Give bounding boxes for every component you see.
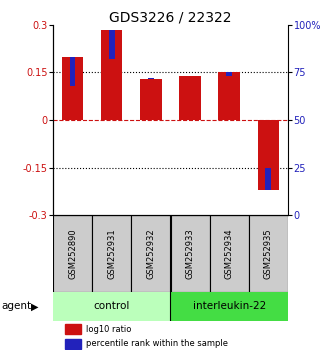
Bar: [210, 215, 249, 292]
Bar: [65, 339, 81, 349]
Text: interleukin-22: interleukin-22: [193, 301, 266, 311]
Bar: [226, 73, 232, 76]
Bar: [62, 57, 83, 120]
Title: GDS3226 / 22322: GDS3226 / 22322: [109, 11, 232, 25]
Text: GSM252931: GSM252931: [107, 228, 116, 279]
Text: agent: agent: [2, 301, 32, 311]
Bar: [170, 215, 210, 292]
Bar: [218, 73, 240, 120]
Bar: [53, 215, 92, 292]
Bar: [109, 29, 115, 59]
Text: GSM252890: GSM252890: [68, 228, 77, 279]
Text: GSM252932: GSM252932: [146, 228, 155, 279]
Bar: [101, 29, 122, 120]
Bar: [258, 120, 279, 190]
Text: GSM252935: GSM252935: [264, 228, 273, 279]
Bar: [179, 76, 201, 120]
Bar: [170, 292, 288, 321]
Bar: [131, 215, 170, 292]
Bar: [148, 78, 154, 79]
Bar: [140, 79, 162, 120]
Text: control: control: [94, 301, 130, 311]
Bar: [53, 292, 170, 321]
Text: GSM252933: GSM252933: [186, 228, 195, 279]
Bar: [70, 57, 75, 86]
Bar: [92, 215, 131, 292]
Text: GSM252934: GSM252934: [225, 228, 234, 279]
Text: percentile rank within the sample: percentile rank within the sample: [86, 339, 228, 348]
Text: ▶: ▶: [31, 301, 39, 311]
Bar: [249, 215, 288, 292]
Bar: [65, 324, 81, 334]
Text: log10 ratio: log10 ratio: [86, 325, 131, 334]
Bar: [265, 168, 271, 190]
